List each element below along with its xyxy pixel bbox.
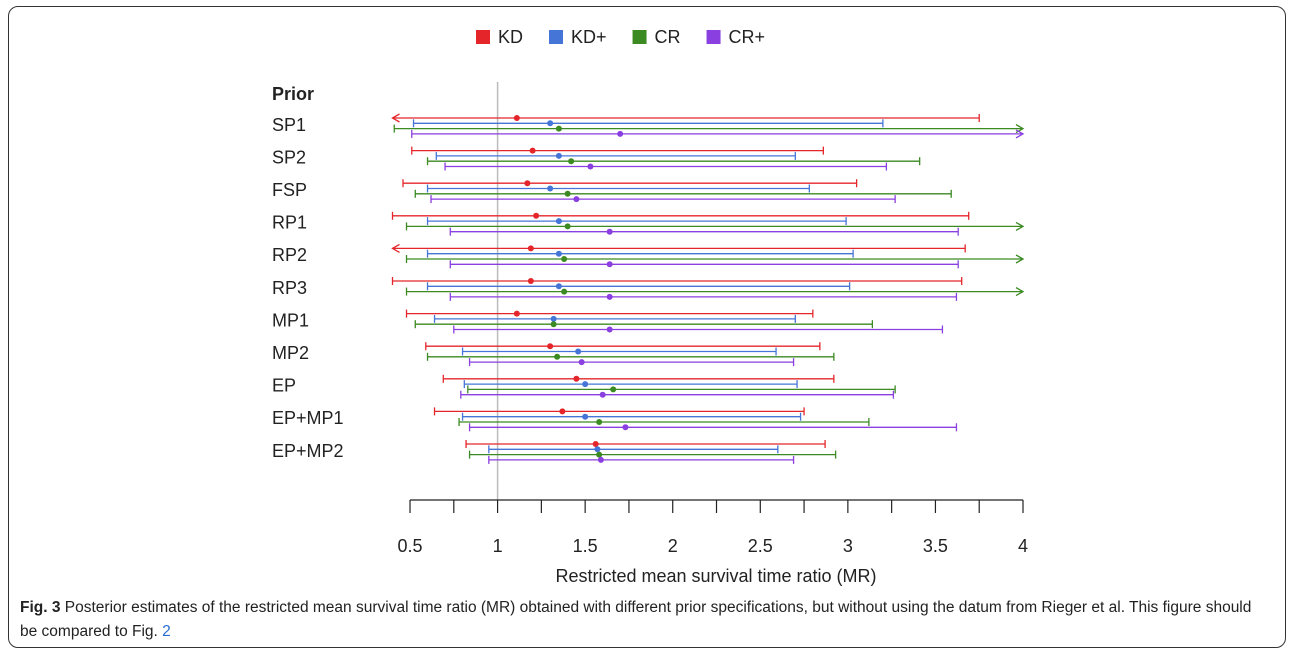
point-estimate xyxy=(547,120,554,127)
point-estimate xyxy=(527,245,534,252)
point-estimate xyxy=(606,293,613,300)
legend-swatch xyxy=(549,30,564,44)
row-label: SP2 xyxy=(272,147,306,167)
point-estimate xyxy=(622,424,629,431)
point-estimate xyxy=(610,386,617,393)
x-tick-label: 3 xyxy=(843,536,853,556)
point-estimate xyxy=(578,359,585,366)
x-tick-label: 3.5 xyxy=(923,536,948,556)
point-estimate xyxy=(606,326,613,333)
row-label: EP+MP1 xyxy=(272,408,344,428)
point-estimate xyxy=(555,250,562,257)
point-estimate xyxy=(555,125,562,132)
figure-link[interactable]: 2 xyxy=(162,623,171,640)
point-estimate xyxy=(550,321,557,328)
legend-swatch xyxy=(632,30,647,44)
caption-text: Posterior estimates of the restricted me… xyxy=(20,599,1252,640)
point-estimate xyxy=(533,212,540,219)
figure-frame xyxy=(8,6,1286,648)
point-estimate xyxy=(513,115,520,121)
legend-label: CR+ xyxy=(729,27,766,47)
point-estimate xyxy=(596,419,603,425)
row-label: EP xyxy=(272,376,296,396)
legend-label: KD+ xyxy=(571,27,607,47)
point-estimate xyxy=(559,408,566,415)
row-header: Prior xyxy=(272,84,314,104)
point-estimate xyxy=(554,353,561,360)
legend-label: KD xyxy=(498,27,523,47)
x-tick-label: 1 xyxy=(493,536,503,556)
interval-arrow xyxy=(1015,129,1025,139)
row-label: MP2 xyxy=(272,343,309,363)
interval-arrow xyxy=(1015,287,1025,297)
caption-label: Fig. 3 xyxy=(20,599,61,616)
point-estimate xyxy=(524,180,531,187)
point-estimate xyxy=(527,278,534,284)
point-estimate xyxy=(575,348,582,355)
legend-swatch xyxy=(476,30,490,44)
caption: Fig. 3 Posterior estimates of the restri… xyxy=(20,596,1270,644)
point-estimate xyxy=(617,130,624,137)
row-label: RP1 xyxy=(272,213,307,233)
legend-label: CR xyxy=(655,27,681,47)
point-estimate xyxy=(564,223,571,230)
point-estimate xyxy=(561,288,568,295)
point-estimate xyxy=(592,441,599,447)
point-estimate xyxy=(599,391,606,398)
point-estimate xyxy=(555,152,562,159)
point-estimate xyxy=(573,375,580,382)
x-axis-title: Restricted mean survival time ratio (MR) xyxy=(555,566,876,586)
point-estimate xyxy=(582,381,589,388)
row-label: FSP xyxy=(272,180,307,200)
point-estimate xyxy=(529,147,536,154)
point-estimate xyxy=(594,446,601,453)
point-estimate xyxy=(573,196,580,203)
row-label: EP+MP2 xyxy=(272,441,344,461)
point-estimate xyxy=(597,456,604,463)
interval-arrow xyxy=(391,243,400,253)
point-estimate xyxy=(555,283,562,290)
point-estimate xyxy=(568,158,575,165)
point-estimate xyxy=(596,451,603,458)
interval-arrow xyxy=(1015,221,1025,231)
row-label: RP2 xyxy=(272,245,307,265)
x-tick-label: 2.5 xyxy=(748,536,773,556)
row-label: RP3 xyxy=(272,278,307,298)
point-estimate xyxy=(587,163,594,170)
x-tick-label: 4 xyxy=(1018,536,1028,556)
row-label: SP1 xyxy=(272,115,306,135)
x-tick-label: 1.5 xyxy=(573,536,598,556)
point-estimate xyxy=(564,190,571,197)
point-estimate xyxy=(513,310,520,317)
interval-arrow xyxy=(391,113,400,123)
row-label: MP1 xyxy=(272,310,309,330)
x-tick-label: 0.5 xyxy=(397,536,422,556)
point-estimate xyxy=(555,218,562,225)
point-estimate xyxy=(547,343,554,350)
point-estimate xyxy=(582,413,589,420)
point-estimate xyxy=(606,261,613,268)
chart: Prior Restricted mean survival time rati… xyxy=(272,27,1028,586)
point-estimate xyxy=(550,315,557,322)
point-estimate xyxy=(561,256,568,262)
interval-arrow xyxy=(1015,254,1025,264)
point-estimate xyxy=(547,185,554,192)
point-estimate xyxy=(606,228,613,235)
legend-swatch xyxy=(706,30,721,44)
x-tick-label: 2 xyxy=(668,536,678,556)
